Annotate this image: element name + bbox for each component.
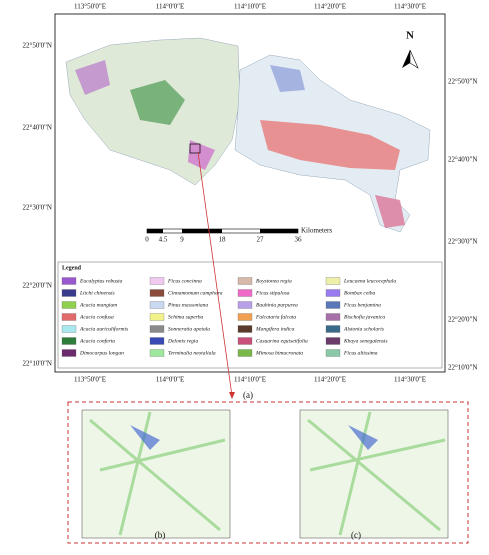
legend-label: Mangifera indica	[255, 325, 295, 332]
legend-swatch	[237, 325, 253, 333]
inset-label: (b)	[155, 530, 166, 540]
legend-label: Acacia conferta	[79, 337, 115, 344]
latitude-label: 22°10'0"N	[23, 360, 52, 368]
scale-label: 27	[257, 236, 265, 244]
legend-label: Bauhinia purpurea	[256, 302, 298, 308]
legend-label: Ficus altissima	[343, 350, 378, 356]
legend-label: Leucaena leucocephala	[343, 278, 396, 284]
legend-label: Casuarina equisetifolia	[256, 337, 308, 344]
latitude-label: 22°10'0"N	[448, 364, 477, 372]
legend-label: Bischofia javanica	[344, 313, 385, 320]
panel-label: (a)	[243, 390, 253, 400]
longitude-label: 114°20'0"E	[314, 3, 346, 11]
longitude-label: 114°30'0"E	[394, 376, 426, 384]
scale-label: 9	[180, 236, 184, 244]
legend-swatch	[61, 349, 77, 357]
legend-label: Alstonia scholaris	[343, 326, 384, 332]
scale-label: 18	[219, 236, 227, 244]
scale-label: 0	[145, 236, 149, 244]
legend-swatch	[149, 301, 165, 309]
legend-label: Delonix regia	[167, 338, 198, 344]
legend-swatch	[61, 289, 77, 297]
north-label: N	[406, 30, 414, 42]
legend-swatch	[61, 313, 77, 321]
legend-label: Eucalyptus robusta	[79, 278, 123, 284]
legend-swatch	[237, 313, 253, 321]
latitude-label: 22°40'0"N	[23, 124, 52, 132]
legend-label: Acacia mangium	[79, 302, 117, 308]
legend-swatch	[61, 325, 77, 333]
legend-swatch	[149, 325, 165, 333]
legend-title: Legend	[62, 265, 82, 271]
longitude-label: 114°30'0"E	[394, 3, 426, 11]
legend-label: Ficus concinna	[167, 278, 202, 284]
legend-swatch	[237, 301, 253, 309]
legend-swatch	[237, 289, 253, 297]
longitude-label: 114°10'0"E	[234, 376, 266, 384]
legend-swatch	[149, 337, 165, 345]
inset-label: (c)	[351, 530, 361, 540]
legend-label: Litchi chinensis	[79, 290, 115, 296]
scale-label: 36	[295, 236, 303, 244]
legend-label: Mimosa bimucronata	[255, 350, 303, 356]
legend-label: Ficus stipulosa	[255, 290, 290, 296]
legend-swatch	[325, 289, 341, 297]
inset-frame	[67, 401, 469, 544]
inset-images	[81, 409, 449, 539]
legend-swatch	[237, 277, 253, 285]
legend-swatch	[325, 313, 341, 321]
legend-label: Khaya senegalensis	[343, 338, 388, 344]
longitude-label: 114°10'0"E	[234, 3, 266, 11]
north-arrow	[402, 49, 419, 69]
latitude-label: 22°50'0"N	[448, 78, 477, 86]
longitude-label: 114°0'0"E	[156, 3, 184, 11]
land	[65, 37, 431, 233]
legend-swatch	[149, 349, 165, 357]
longitude-label: 114°0'0"E	[156, 376, 184, 384]
legend-label: Dimocarpus longan	[79, 350, 124, 356]
arrow-head	[229, 392, 235, 399]
legend-label: Bombax ceiba	[344, 290, 376, 296]
legend-swatch	[149, 313, 165, 321]
scale-bar	[146, 228, 299, 234]
legend-label: Sonneratia apetala	[168, 326, 210, 332]
legend-swatch	[237, 349, 253, 357]
legend-swatch	[237, 337, 253, 345]
legend-swatch	[325, 337, 341, 345]
scale-label: 4.5	[159, 236, 168, 244]
legend-label: Terminalia neotaliala	[168, 350, 216, 356]
longitude-label: 114°20'0"E	[314, 376, 346, 384]
latitude-label: 22°40'0"N	[448, 156, 477, 164]
legend-label: Cinnamomum camphora	[168, 290, 223, 296]
legend-label: Acacia auriculiformis	[79, 325, 128, 332]
legend-label: Ficus benjamina	[343, 302, 381, 308]
callout-arrow	[197, 151, 233, 397]
legend-swatch	[61, 337, 77, 345]
latitude-label: 22°30'0"N	[448, 238, 477, 246]
legend-swatch	[325, 325, 341, 333]
legend-label: Pinus massoniana	[167, 302, 208, 308]
legend-label: Falcataria falcata	[255, 313, 296, 320]
legend-swatch	[61, 277, 77, 285]
legend-label: Roystonea regia	[255, 278, 292, 284]
legend-swatch	[325, 349, 341, 357]
latitude-label: 22°50'0"N	[23, 42, 52, 50]
latitude-label: 22°30'0"N	[23, 204, 52, 212]
latitude-label: 22°20'0"N	[23, 282, 52, 290]
legend-swatch	[61, 301, 77, 309]
legend-label: Schima superba	[168, 314, 204, 320]
scale-unit: Kilometers	[301, 227, 332, 235]
legend-label: Acacia confusa	[79, 313, 114, 320]
legend-swatch	[325, 301, 341, 309]
longitude-label: 113°50'0"E	[74, 376, 106, 384]
legend-swatch	[149, 289, 165, 297]
longitude-label: 113°50'0"E	[74, 3, 106, 11]
latitude-label: 22°20'0"N	[448, 316, 477, 324]
legend-swatch	[325, 277, 341, 285]
legend-swatch	[149, 277, 165, 285]
